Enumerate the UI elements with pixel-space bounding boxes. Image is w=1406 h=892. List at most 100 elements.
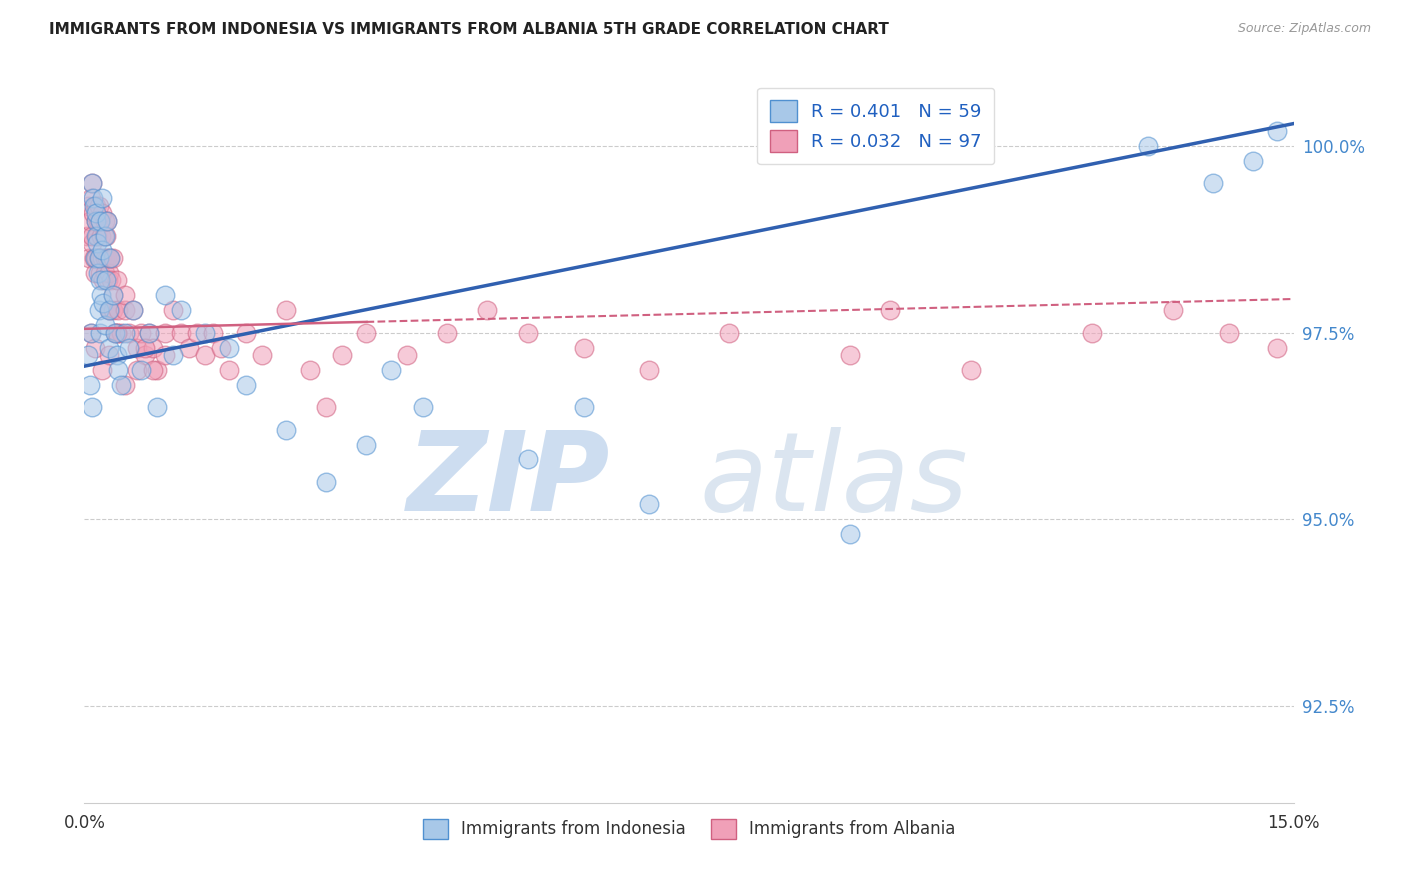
Point: [105, 348, 128, 362]
Point: [1218, 326, 1240, 340]
Point: [330, 348, 353, 362]
Point: [101, 303, 124, 318]
Point: [1137, 139, 1160, 153]
Text: atlas: atlas: [700, 427, 969, 534]
Point: [186, 326, 208, 340]
Point: [170, 326, 193, 340]
Point: [436, 326, 458, 340]
Point: [90, 228, 112, 243]
Point: [82, 177, 104, 191]
Point: [105, 326, 128, 340]
Point: [91, 244, 114, 258]
Point: [89, 213, 111, 227]
Point: [86, 235, 108, 250]
Point: [103, 288, 125, 302]
Point: [98, 266, 121, 280]
Point: [87, 251, 110, 265]
Point: [194, 326, 217, 340]
Point: [97, 251, 120, 265]
Point: [637, 497, 659, 511]
Text: Source: ZipAtlas.com: Source: ZipAtlas.com: [1237, 22, 1371, 36]
Point: [125, 341, 148, 355]
Point: [98, 251, 121, 265]
Point: [146, 363, 169, 377]
Point: [218, 363, 240, 377]
Point: [77, 251, 100, 265]
Point: [83, 251, 105, 265]
Point: [83, 199, 105, 213]
Point: [83, 341, 105, 355]
Point: [89, 326, 111, 340]
Point: [118, 341, 141, 355]
Point: [121, 303, 143, 318]
Point: [105, 326, 128, 340]
Point: [101, 288, 124, 302]
Point: [80, 401, 103, 415]
Point: [91, 251, 114, 265]
Point: [96, 213, 118, 227]
Point: [138, 326, 160, 340]
Point: [91, 273, 114, 287]
Point: [105, 273, 128, 287]
Point: [82, 177, 104, 191]
Point: [114, 326, 136, 340]
Point: [91, 363, 114, 377]
Point: [89, 251, 111, 265]
Point: [134, 341, 156, 355]
Point: [77, 348, 100, 362]
Point: [153, 348, 176, 362]
Point: [86, 206, 108, 220]
Point: [80, 191, 103, 205]
Point: [839, 527, 862, 541]
Point: [114, 377, 136, 392]
Point: [87, 199, 110, 213]
Point: [98, 251, 121, 265]
Point: [94, 228, 117, 243]
Point: [86, 199, 108, 213]
Point: [84, 213, 107, 227]
Point: [93, 318, 115, 332]
Point: [91, 295, 114, 310]
Point: [960, 363, 983, 377]
Point: [299, 363, 322, 377]
Point: [356, 326, 378, 340]
Point: [274, 303, 297, 318]
Point: [79, 213, 101, 227]
Point: [125, 363, 148, 377]
Point: [104, 326, 127, 340]
Point: [87, 213, 110, 227]
Point: [110, 377, 132, 392]
Point: [101, 251, 124, 265]
Point: [250, 348, 273, 362]
Point: [121, 303, 143, 318]
Point: [516, 452, 538, 467]
Point: [76, 228, 98, 243]
Point: [80, 235, 103, 250]
Point: [97, 273, 120, 287]
Point: [572, 401, 595, 415]
Point: [104, 326, 127, 340]
Point: [114, 288, 136, 302]
Point: [97, 303, 120, 318]
Point: [1267, 124, 1289, 138]
Point: [77, 199, 100, 213]
Point: [153, 288, 176, 302]
Point: [412, 401, 434, 415]
Point: [107, 363, 129, 377]
Point: [315, 475, 337, 489]
Point: [93, 228, 115, 243]
Point: [83, 266, 105, 280]
Point: [87, 251, 110, 265]
Point: [93, 266, 115, 280]
Point: [96, 251, 118, 265]
Point: [395, 348, 418, 362]
Point: [98, 303, 121, 318]
Point: [162, 303, 184, 318]
Point: [380, 363, 402, 377]
Point: [179, 341, 201, 355]
Point: [194, 348, 217, 362]
Point: [80, 326, 103, 340]
Point: [516, 326, 538, 340]
Point: [97, 303, 120, 318]
Point: [1081, 326, 1104, 340]
